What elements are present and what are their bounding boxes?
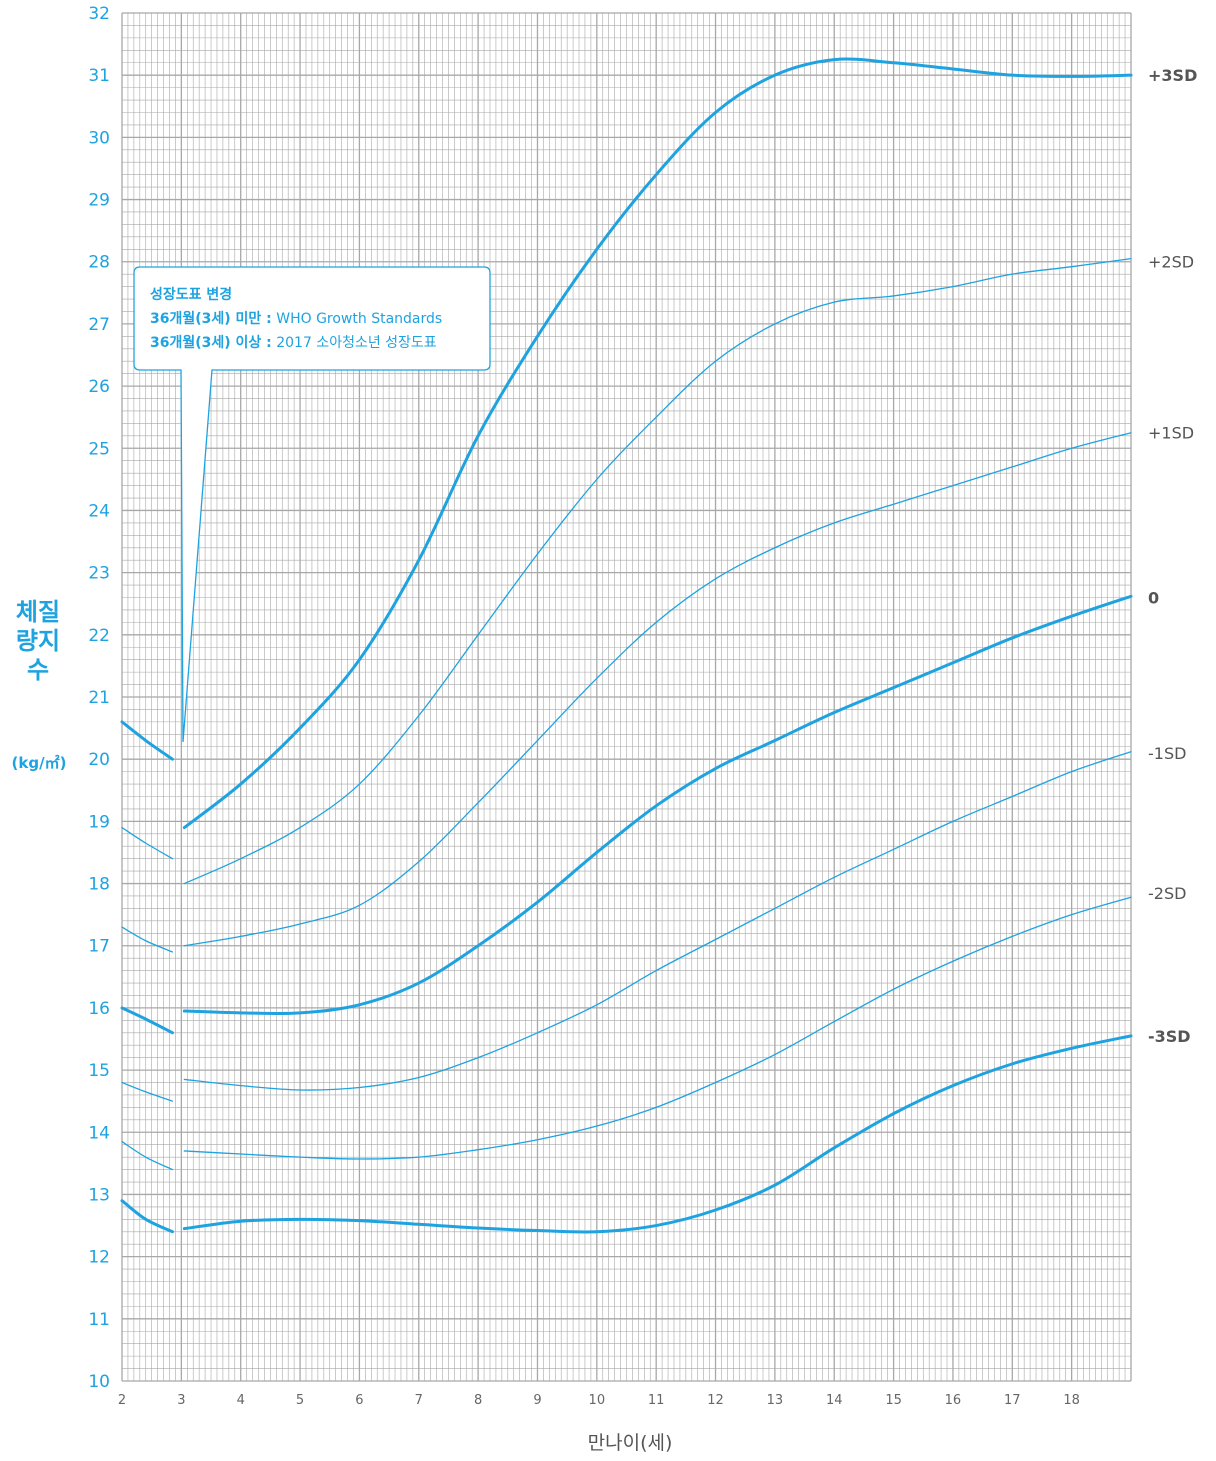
x-tick-label: 3 [177,1393,185,1408]
y-tick-label: 19 [88,812,110,832]
note-line-1-key: 36개월(3세) 미만 : [150,311,272,327]
series-line [182,594,1133,1016]
under3-series-line [121,826,174,860]
y-tick-label: 16 [88,999,110,1019]
x-tick-label: 13 [767,1393,784,1408]
series-side-label: -3SD [1148,1027,1191,1046]
y-tick-label: 18 [88,875,110,895]
y-tick-label: 14 [88,1123,110,1143]
y-tick-label: 21 [88,688,110,708]
x-tick-label: 16 [945,1393,962,1408]
x-tick-label: 7 [415,1393,423,1408]
x-tick-label: 5 [296,1393,304,1408]
y-tick-label: 20 [88,750,110,770]
series-side-label: +3SD [1148,66,1197,85]
x-tick-label: 18 [1063,1393,1080,1408]
under3-series-line [121,926,174,953]
y-tick-label: 30 [88,128,110,148]
y-axis-label: 체질량지수 [15,598,61,684]
note-title: 성장도표 변경 [150,287,233,303]
chart-change-note: 성장도표 변경 36개월(3세) 미만 : WHO Growth Standar… [150,283,480,355]
y-tick-label: 24 [88,501,110,521]
note-line-2-key: 36개월(3세) 이상 : [150,335,272,351]
x-tick-label: 4 [237,1393,245,1408]
series-side-label: 0 [1148,589,1159,608]
x-tick-label: 6 [355,1393,363,1408]
series-line [182,1034,1133,1234]
x-tick-label: 12 [707,1393,724,1408]
x-tick-label: 17 [1004,1393,1021,1408]
x-tick-label: 15 [885,1393,902,1408]
y-tick-label: 32 [88,4,110,24]
y-tick-label: 23 [88,564,110,584]
x-tick-label: 8 [474,1393,482,1408]
series-side-label: +1SD [1148,424,1194,443]
series-side-label: -1SD [1148,744,1186,763]
series-side-label: +2SD [1148,253,1194,272]
x-tick-label: 2 [118,1393,126,1408]
y-tick-label: 22 [88,626,110,646]
x-tick-label: 14 [826,1393,843,1408]
y-tick-label: 31 [88,66,110,86]
callout-box [133,266,491,743]
under3-series-line [120,1199,174,1234]
under3-series-line [120,1006,174,1035]
y-tick-label: 27 [88,315,110,335]
y-tick-label: 10 [88,1372,110,1392]
y-tick-label: 25 [88,439,110,459]
series-side-label: -2SD [1148,884,1186,903]
x-tick-label: 9 [533,1393,541,1408]
series-line [183,896,1132,1160]
y-tick-label: 11 [88,1310,110,1330]
series-line [183,751,1132,1091]
x-tick-label: 10 [589,1393,606,1408]
y-tick-label: 15 [88,1061,110,1081]
y-tick-label: 12 [88,1248,110,1268]
under3-series-line [121,1140,174,1171]
series-line [183,432,1132,947]
note-line-2-value: 2017 소아청소년 성장도표 [271,335,437,351]
under3-series-line [120,720,174,761]
grid [121,12,1132,1382]
y-tick-label: 17 [88,937,110,957]
note-line-1: 36개월(3세) 미만 : WHO Growth Standards [150,307,480,331]
y-tick-label: 28 [88,253,110,273]
y-tick-label: 13 [88,1185,110,1205]
y-tick-label: 26 [88,377,110,397]
series-line [183,257,1132,885]
under3-series-line [121,1081,174,1102]
x-tick-label: 11 [648,1393,665,1408]
note-line-2: 36개월(3세) 이상 : 2017 소아청소년 성장도표 [150,331,480,355]
note-line-1-value: WHO Growth Standards [271,311,443,327]
y-axis-unit: (kg/㎡) [11,754,67,772]
y-tick-label: 29 [88,191,110,211]
x-axis-label: 만나이(세) [587,1432,673,1454]
series-line [182,57,1133,830]
